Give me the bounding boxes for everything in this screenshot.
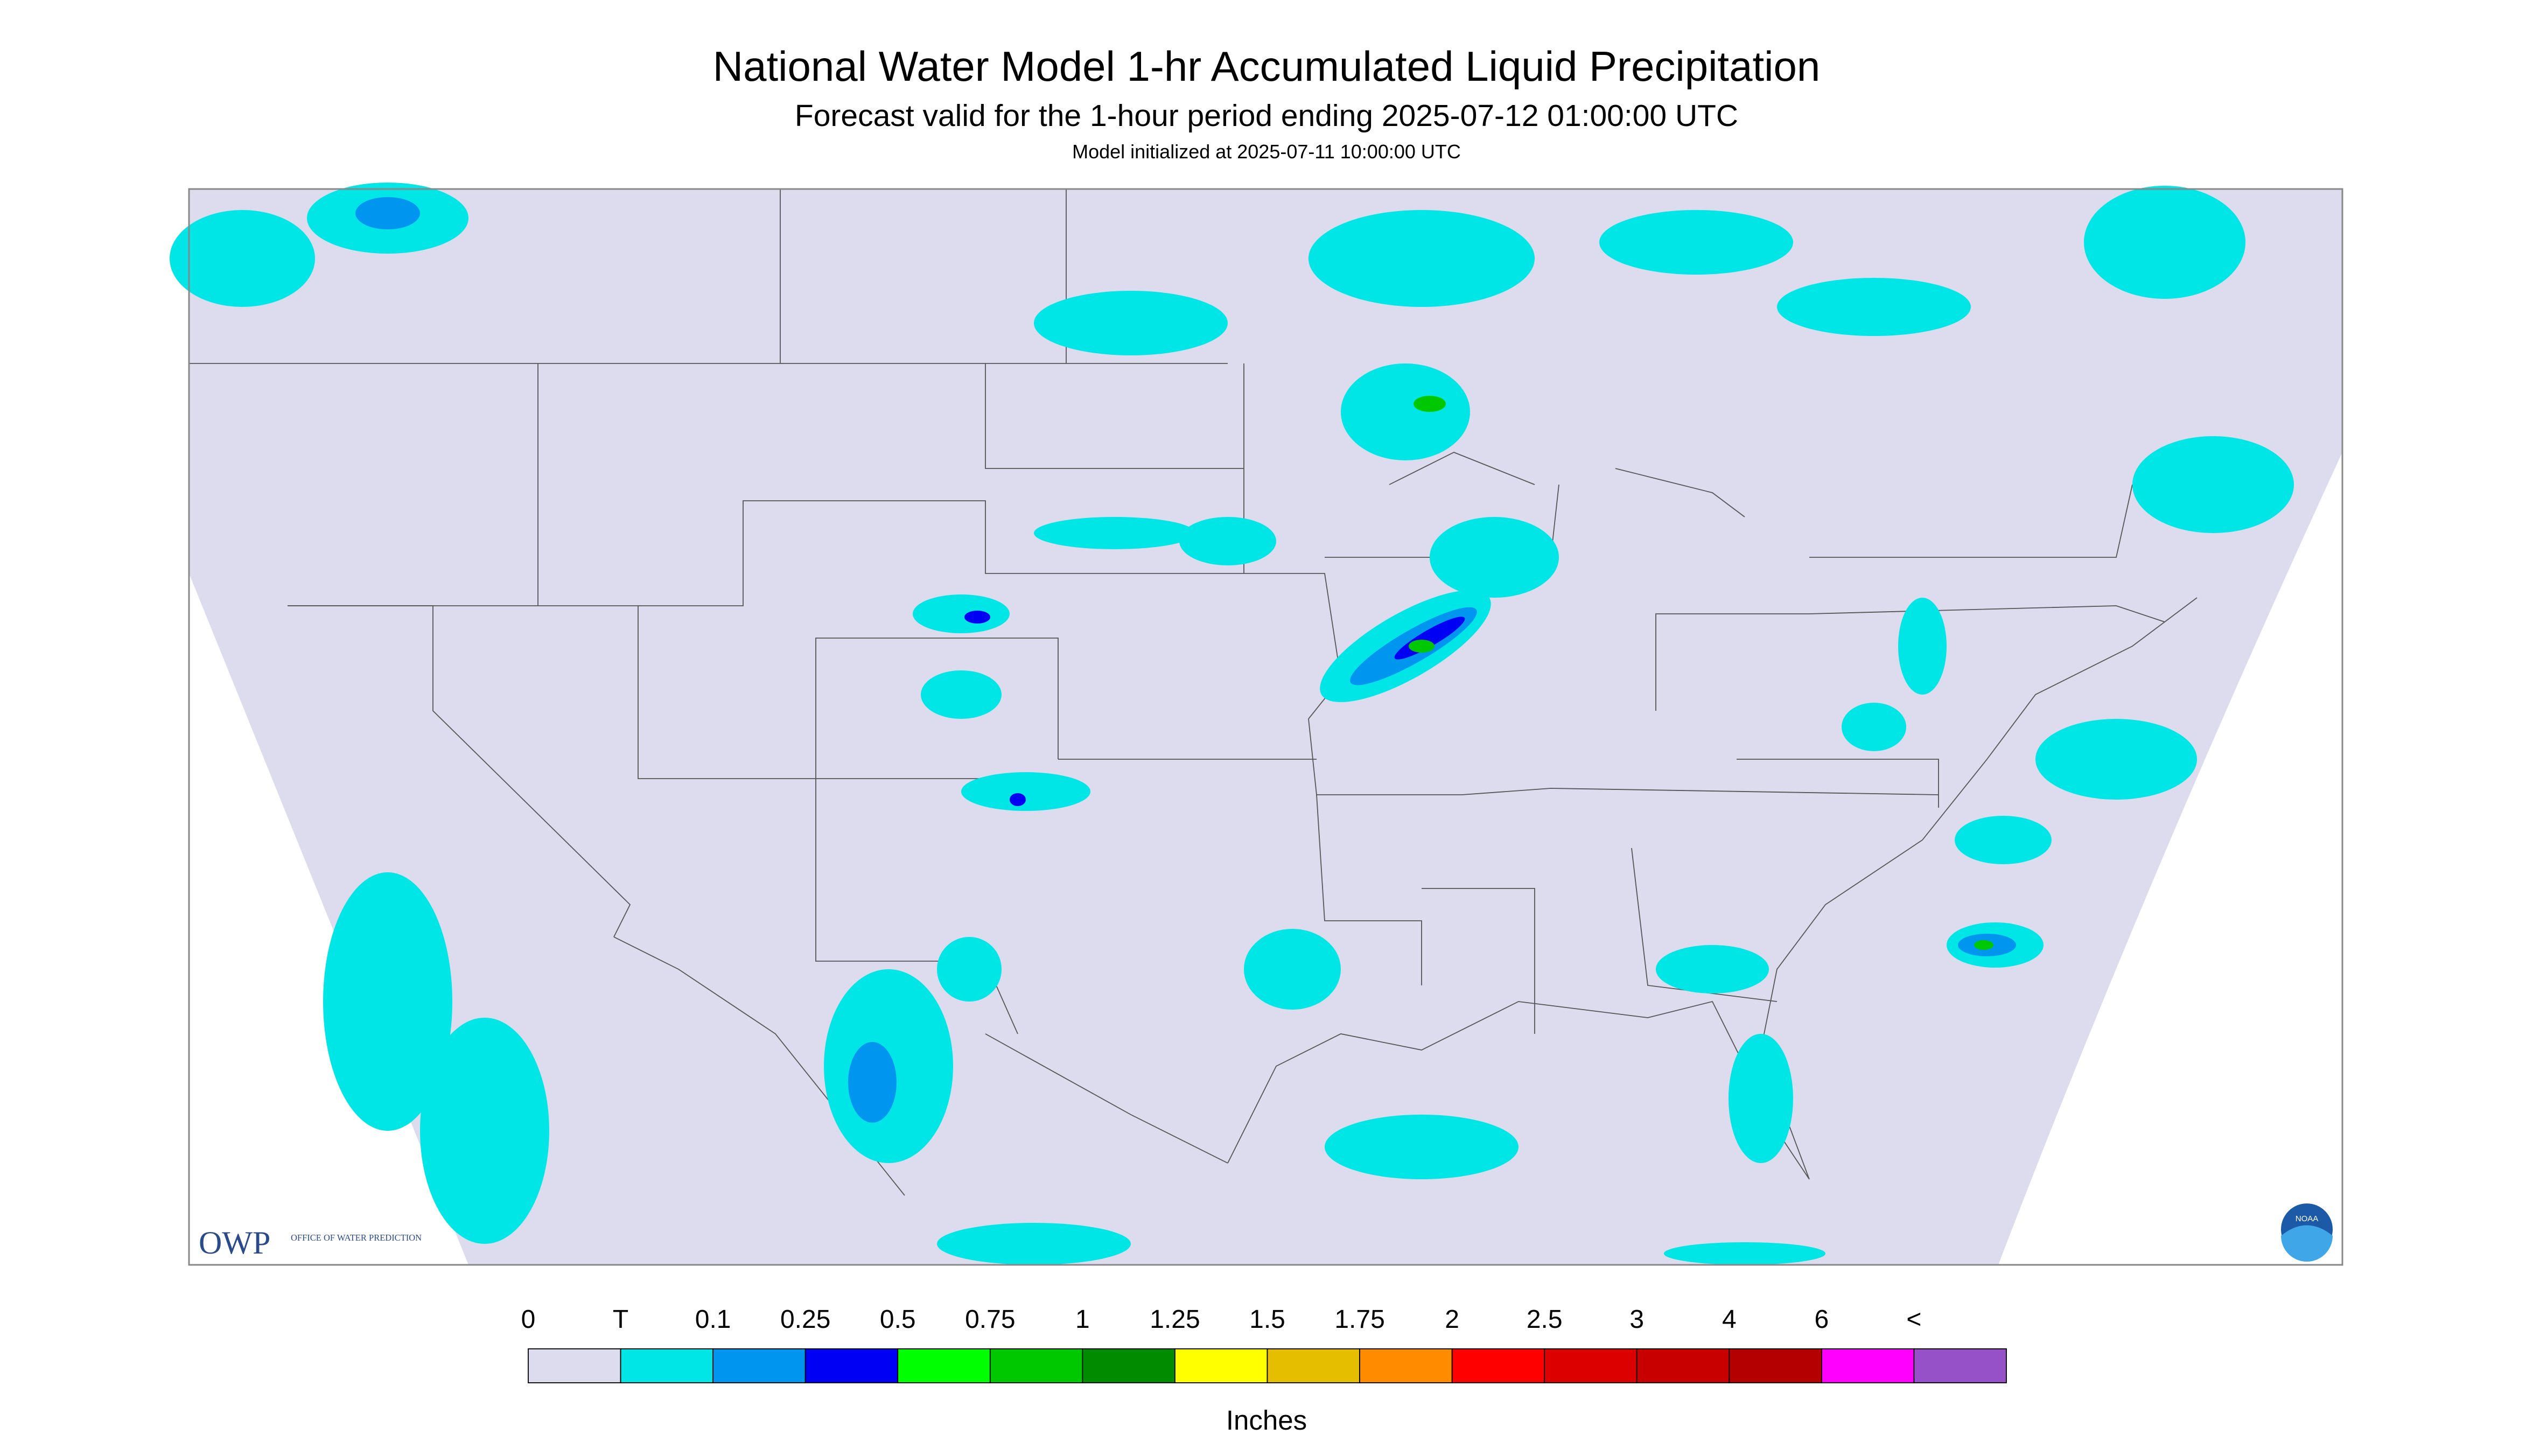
init-time: Model initialized at 2025-07-11 10:00:00… xyxy=(1072,141,1461,163)
legend-swatch xyxy=(804,1348,899,1383)
legend-label: 1.5 xyxy=(1249,1305,1285,1334)
legend-swatch xyxy=(1821,1348,1915,1383)
noaa-text: NOAA xyxy=(2296,1214,2319,1223)
legend-label: 0.75 xyxy=(965,1305,1015,1334)
legend-label: 2 xyxy=(1445,1305,1459,1334)
map: OWP OFFICE OF WATER PREDICTION NOAA xyxy=(170,183,2343,1266)
legend-swatch xyxy=(1266,1348,1360,1383)
owp-office: OFFICE OF WATER PREDICTION xyxy=(291,1233,422,1243)
legend-label: 0.25 xyxy=(780,1305,830,1334)
legend-swatch xyxy=(1082,1348,1175,1383)
legend-swatch xyxy=(897,1348,991,1383)
legend-swatch xyxy=(1913,1348,2007,1383)
legend-swatch xyxy=(1359,1348,1453,1383)
legend-swatch xyxy=(1636,1348,1730,1383)
title: National Water Model 1-hr Accumulated Li… xyxy=(713,43,1821,90)
legend-swatch xyxy=(1451,1348,1545,1383)
model-domain xyxy=(189,189,2342,1265)
legend-label: 2.5 xyxy=(1527,1305,1563,1334)
legend-swatch xyxy=(1729,1348,1822,1383)
legend-label: 1.75 xyxy=(1334,1305,1384,1334)
legend-swatch xyxy=(1544,1348,1638,1383)
legend-label: 1.25 xyxy=(1150,1305,1200,1334)
legend-label: 4 xyxy=(1722,1305,1737,1334)
legend-label: 1 xyxy=(1075,1305,1090,1334)
legend-swatch xyxy=(712,1348,806,1383)
legend-swatch xyxy=(1174,1348,1268,1383)
precipitation xyxy=(170,183,2294,1265)
legend-swatch xyxy=(989,1348,1083,1383)
owp-logo: OWP xyxy=(199,1225,270,1261)
legend-label: T xyxy=(613,1305,628,1334)
legend-label: 0 xyxy=(521,1305,536,1334)
legend-label: 0.1 xyxy=(695,1305,731,1334)
legend-label: 3 xyxy=(1629,1305,1644,1334)
legend-label: 6 xyxy=(1815,1305,1829,1334)
legend-unit: Inches xyxy=(1226,1405,1307,1436)
legend-swatch xyxy=(620,1348,714,1383)
legend: 0 T 0.1 0.25 0.5 0.75 1 1.25 1.5 1.75 2 2.5 3 4 6 < xyxy=(521,1305,2007,1383)
legend-swatch xyxy=(528,1348,621,1383)
noaa-wave xyxy=(2281,1225,2333,1262)
map-border xyxy=(188,188,2343,1266)
legend-label: < xyxy=(1906,1305,1921,1334)
subtitle: Forecast valid for the 1-hour period end… xyxy=(795,99,1738,133)
legend-label: 0.5 xyxy=(880,1305,916,1334)
